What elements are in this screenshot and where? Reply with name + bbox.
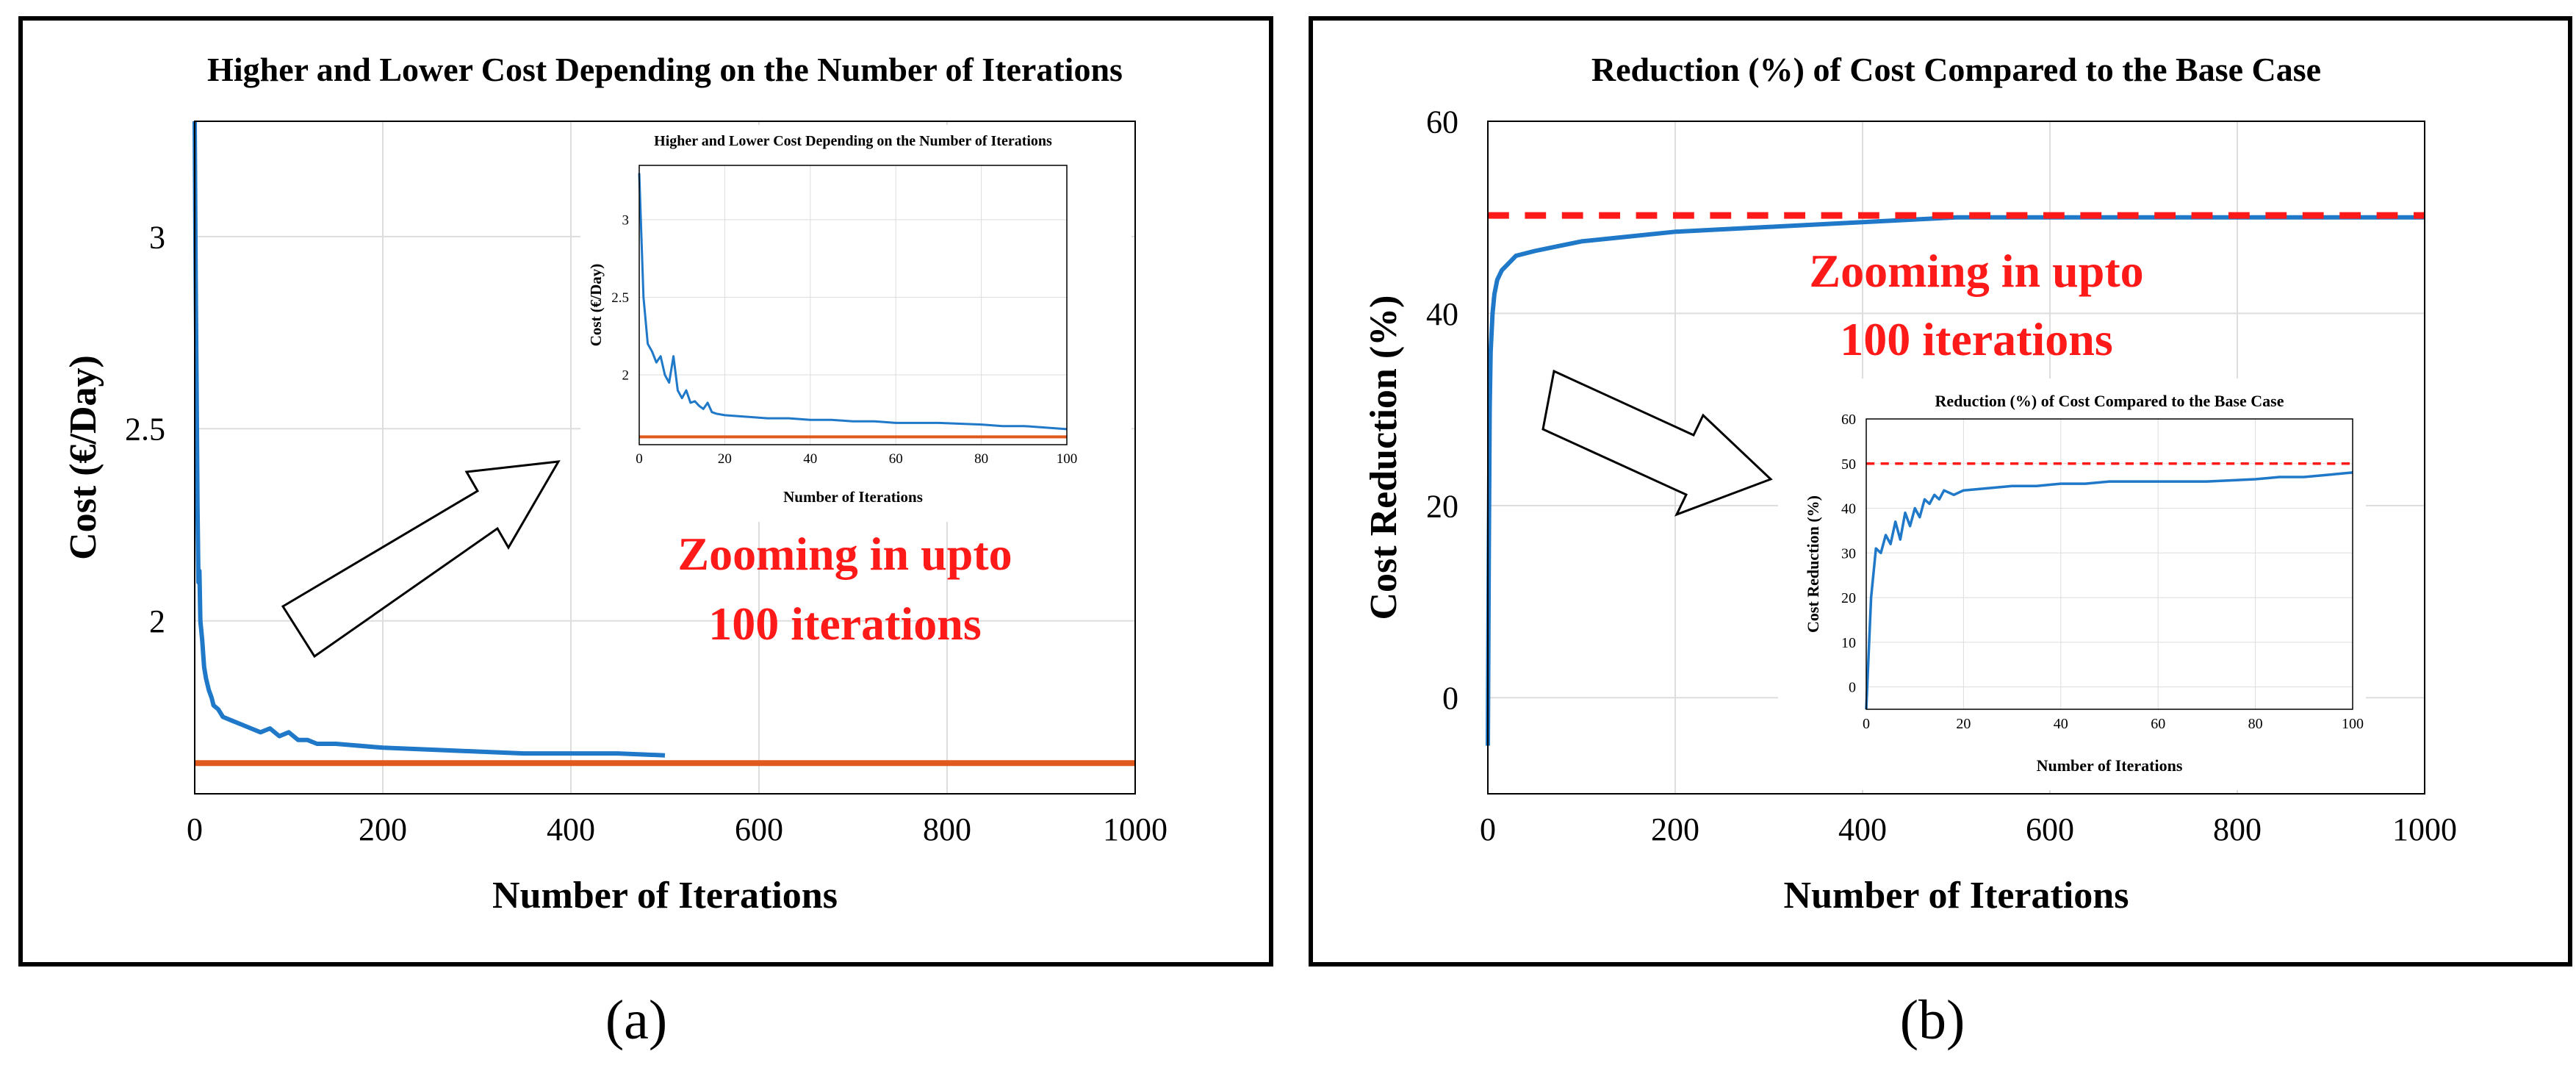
panel-a-annotation-line2: 100 iterations [708,598,982,650]
axes-frame [638,165,1068,445]
chart-a-inset: 0 20 40 60 80 100 2 2.5 3 Higher and Lower Cost D… [587,133,1077,506]
chart-title: Reduction (%) of Cost Compared to the Ba… [1591,51,2321,88]
y-tick-label: 30 [1841,545,1856,562]
inset-a-background [580,125,1132,522]
y-axis-label: Cost Reduction (%) [1804,495,1822,633]
series-line-cost-reduction [1486,215,2425,746]
chart-b-inset: 0 20 40 60 80 100 0 10 20 30 40 50 60 Reduction (%) o… [1804,392,2364,775]
x-tick-label: 200 [359,811,407,847]
zoom-arrow-b [1541,369,1773,517]
y-tick-label: 0 [1849,680,1856,696]
chart-title: Reduction (%) of Cost Compared to the Ba… [1935,392,2284,410]
x-tick-label: 20 [718,451,732,467]
series-line-cost [193,121,666,758]
panel-b-annotation-line1: Zooming in upto [1809,245,2143,297]
y-tick-label: 2 [622,368,630,384]
x-tick-label: 200 [1651,811,1699,847]
y-tick-label: 60 [1841,412,1856,428]
x-tick-label: 600 [735,811,783,847]
y-tick-label: 40 [1841,501,1856,517]
x-tick-label: 20 [1956,716,1971,732]
y-axis-label: Cost (€/Day) [587,264,605,347]
inset-b-background [1778,379,2366,790]
x-tick-label: 40 [803,451,817,467]
x-tick-label: 0 [187,811,203,847]
x-tick-label: 800 [2213,811,2262,847]
x-tick-label: 0 [1480,811,1496,847]
y-tick-label: 2 [149,603,165,639]
chart-title: Higher and Lower Cost Depending on the N… [654,133,1052,149]
x-tick-label: 100 [2342,716,2364,732]
y-tick-label: 20 [1426,488,1458,524]
y-tick-label: 40 [1426,296,1458,332]
y-axis-label: Cost Reduction (%) [1363,295,1405,620]
x-axis-label: Number of Iterations [2037,756,2183,775]
y-tick-label: 3 [149,219,165,255]
panel-a-caption: (a) [605,989,667,1051]
chart-title: Higher and Lower Cost Depending on the N… [207,51,1123,88]
y-tick-label: 50 [1841,456,1856,473]
y-tick-label: 3 [622,213,630,229]
x-axis-label: Number of Iterations [1784,875,2129,917]
x-axis-label: Number of Iterations [783,488,923,506]
x-axis-label: Number of Iterations [492,875,838,917]
zoom-arrow-a [281,460,561,659]
axes-frame [194,121,1136,795]
series-line-cost [638,173,1068,431]
y-tick-label: 60 [1426,104,1458,140]
y-tick-label: 0 [1442,681,1458,717]
series-line-cost-reduction [1865,471,2353,710]
x-tick-label: 100 [1057,451,1078,467]
x-tick-label: 0 [636,451,643,467]
x-tick-label: 1000 [1103,811,1168,847]
x-tick-label: 400 [547,811,595,847]
x-tick-label: 800 [923,811,971,847]
panel-b-caption: (b) [1900,989,1965,1051]
panel-b-annotation-line2: 100 iterations [1840,313,2113,365]
x-tick-label: 0 [1863,716,1870,732]
axes-frame [1866,418,2353,710]
x-tick-label: 60 [2151,716,2165,732]
x-tick-label: 80 [2248,716,2263,732]
y-tick-label: 2.5 [125,412,165,448]
x-tick-label: 60 [889,451,903,467]
x-tick-label: 40 [2054,716,2068,732]
y-tick-label: 10 [1841,635,1856,651]
axes-frame [1487,121,2425,795]
y-tick-label: 2.5 [611,290,629,306]
x-tick-label: 80 [974,451,988,467]
x-tick-label: 1000 [2392,811,2457,847]
x-tick-label: 600 [2026,811,2074,847]
y-tick-label: 20 [1841,590,1856,606]
y-axis-label: Cost (€/Day) [62,355,104,560]
panel-a-annotation-line1: Zooming in upto [677,528,1012,580]
x-tick-label: 400 [1838,811,1887,847]
